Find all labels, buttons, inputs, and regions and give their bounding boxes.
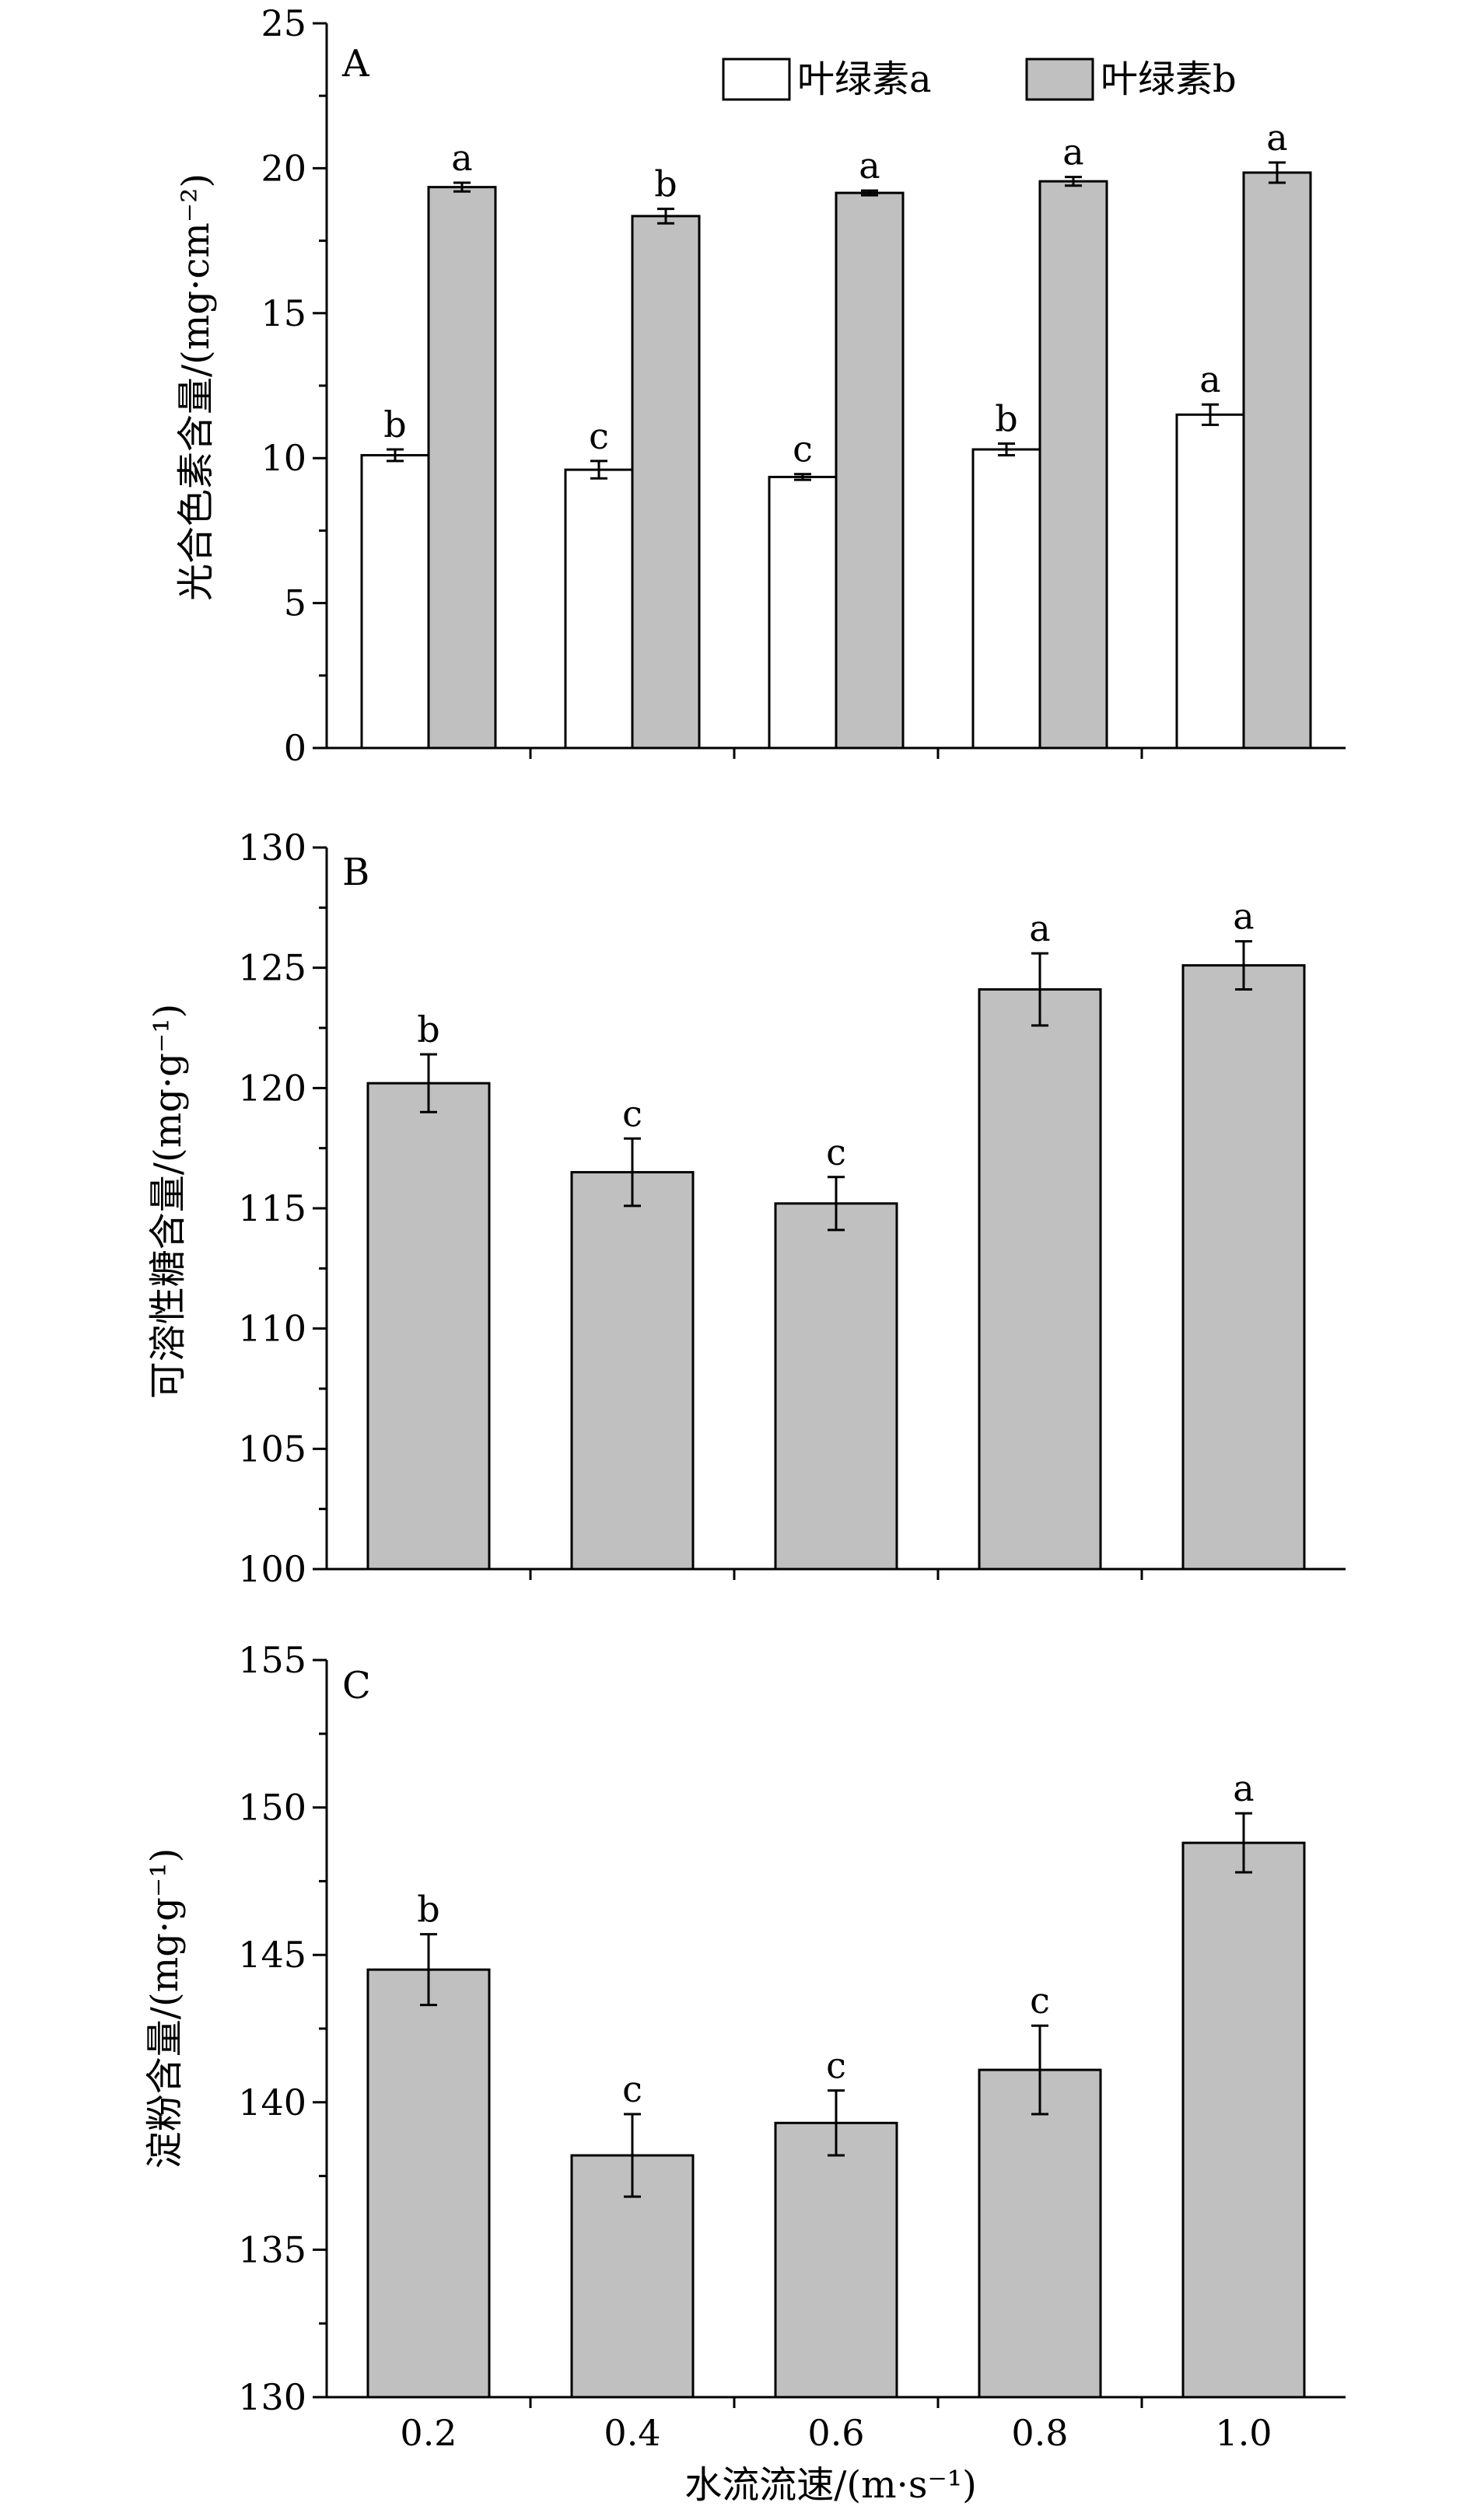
legend-swatch-series-1 bbox=[722, 58, 791, 101]
y-axis-title-b: 可溶性糖含量/(mg·g⁻¹) bbox=[146, 1004, 190, 1399]
bar-a-s2-4 bbox=[1038, 180, 1108, 750]
panel-b-letter: B bbox=[342, 851, 369, 894]
significance-label: b bbox=[654, 163, 677, 205]
significance-label: a bbox=[1062, 131, 1083, 173]
x-tick-label: 0.2 bbox=[400, 2412, 457, 2454]
y-tick-label: 0 bbox=[284, 727, 306, 769]
legend-label-series-2: 叶绿素b bbox=[1101, 58, 1237, 101]
significance-label: c bbox=[622, 1092, 642, 1134]
y-tick-label: 5 bbox=[284, 582, 306, 624]
significance-label: b bbox=[417, 1889, 439, 1931]
legend-swatch-series-2 bbox=[1025, 58, 1094, 101]
bar-a-s2-5 bbox=[1242, 171, 1312, 750]
bar-a-s1-5 bbox=[1175, 413, 1245, 750]
panel-a: A 叶绿素a 叶绿素b 光合色素含量/(mg·cm⁻²) 0 5 10 15 20 25 b… bbox=[174, 2, 1346, 769]
bar-b-s1-3 bbox=[774, 1202, 898, 1571]
y-tick-label: 110 bbox=[238, 1308, 306, 1350]
bar-b-s1-1 bbox=[366, 1082, 491, 1571]
significance-label: a bbox=[1266, 117, 1287, 159]
bar-c-s1-4 bbox=[978, 2068, 1102, 2399]
bar-c-s1-5 bbox=[1181, 1841, 1306, 2399]
bar-a-s2-2 bbox=[631, 215, 701, 750]
bar-b-s1-4 bbox=[978, 988, 1102, 1571]
significance-label: a bbox=[1233, 1767, 1254, 1809]
y-tick-label: 105 bbox=[238, 1428, 306, 1470]
bar-a-s1-3 bbox=[768, 475, 838, 750]
x-tick-label: 0.6 bbox=[807, 2412, 864, 2454]
y-tick-label: 150 bbox=[238, 1787, 306, 1829]
y-tick-label: 25 bbox=[261, 2, 306, 44]
significance-label: b bbox=[417, 1008, 439, 1050]
significance-label: c bbox=[826, 2045, 846, 2087]
panel-c-letter: C bbox=[342, 1664, 371, 1707]
significance-label: a bbox=[1029, 907, 1050, 949]
significance-label: c bbox=[1030, 1980, 1050, 2022]
y-axis-title-c: 淀粉含量/(mg·g⁻¹) bbox=[143, 1848, 187, 2169]
bar-b-s1-2 bbox=[570, 1171, 695, 1571]
y-tick-label: 115 bbox=[238, 1187, 306, 1229]
significance-label: a bbox=[859, 145, 880, 187]
x-tick-label: 0.4 bbox=[604, 2412, 660, 2454]
panel-b: B 可溶性糖含量/(mg·g⁻¹) 100 105 110 115 120 125 130 b… bbox=[146, 827, 1346, 1590]
y-tick-label: 135 bbox=[238, 2228, 306, 2270]
significance-label: c bbox=[826, 1131, 846, 1173]
bar-a-s2-1 bbox=[427, 186, 497, 750]
legend: 叶绿素a 叶绿素b bbox=[722, 58, 1237, 101]
bar-a-s1-2 bbox=[564, 468, 634, 750]
y-tick-label: 145 bbox=[238, 1934, 306, 1976]
x-axis-title: 水流流速/(m·s⁻¹) bbox=[684, 2463, 977, 2507]
y-tick-label: 130 bbox=[238, 827, 306, 869]
significance-label: c bbox=[589, 415, 609, 457]
y-tick-label: 100 bbox=[238, 1548, 306, 1590]
significance-label: a bbox=[1199, 358, 1220, 400]
significance-label: a bbox=[1233, 896, 1254, 938]
y-tick-label: 130 bbox=[238, 2376, 306, 2418]
legend-label-series-1: 叶绿素a bbox=[797, 58, 932, 101]
significance-label: b bbox=[995, 398, 1017, 440]
x-tick-label: 0.8 bbox=[1011, 2412, 1068, 2454]
significance-label: b bbox=[383, 404, 406, 446]
y-tick-label: 120 bbox=[238, 1067, 306, 1109]
significance-label: c bbox=[793, 428, 813, 470]
bar-c-s1-3 bbox=[774, 2121, 898, 2399]
y-tick-label: 10 bbox=[261, 437, 306, 479]
bar-a-s1-4 bbox=[971, 448, 1041, 750]
bar-a-s2-3 bbox=[835, 191, 905, 750]
bar-b-s1-5 bbox=[1181, 964, 1306, 1571]
y-axis-title-a: 光合色素含量/(mg·cm⁻²) bbox=[174, 173, 218, 601]
bar-a-s1-1 bbox=[360, 453, 430, 750]
significance-label: c bbox=[622, 2068, 642, 2110]
bar-c-s1-1 bbox=[366, 1968, 491, 2399]
y-tick-label: 20 bbox=[261, 147, 306, 189]
x-tick-label: 1.0 bbox=[1215, 2412, 1272, 2454]
panel-a-letter: A bbox=[341, 42, 370, 86]
panel-c: C 淀粉含量/(mg·g⁻¹) 130 135 140 145 150 155 b c c c a 0… bbox=[143, 1639, 1346, 2454]
y-tick-label: 15 bbox=[261, 292, 306, 334]
significance-label: a bbox=[451, 137, 472, 179]
y-tick-label: 140 bbox=[238, 2081, 306, 2123]
y-tick-label: 125 bbox=[238, 947, 306, 989]
y-tick-label: 155 bbox=[238, 1639, 306, 1681]
